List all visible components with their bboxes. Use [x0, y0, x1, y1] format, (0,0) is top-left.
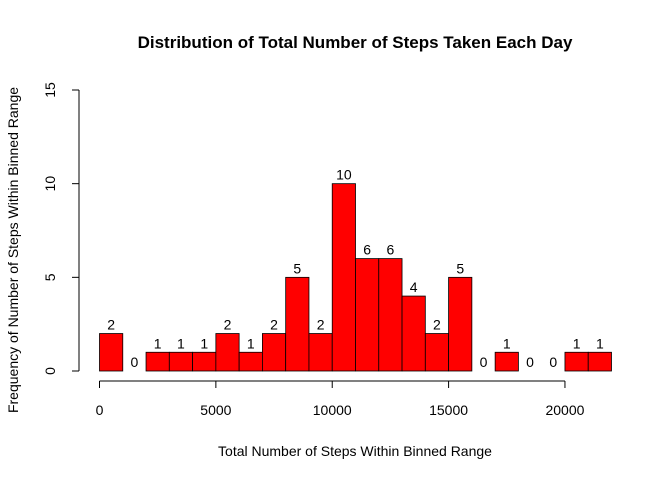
bar-count-label: 4 [410, 279, 418, 295]
bar-count-label: 1 [154, 335, 162, 351]
bar-count-label: 2 [107, 317, 115, 333]
bar-count-label: 1 [573, 335, 581, 351]
histogram-bar [308, 333, 333, 372]
bar-count-label: 0 [549, 354, 557, 370]
y-axis: 0 5 10 15 [42, 82, 80, 375]
histogram-bar [238, 351, 263, 372]
y-axis-label: Frequency of Number of Steps Within Binn… [5, 87, 21, 413]
x-tick-label: 15000 [429, 402, 468, 418]
histogram-bar [99, 333, 124, 372]
histogram-bar [285, 276, 310, 372]
histogram-bar [448, 276, 473, 372]
chart-title: Distribution of Total Number of Steps Ta… [138, 33, 573, 52]
histogram-bar [494, 351, 519, 372]
x-tick-label: 0 [96, 402, 104, 418]
bar-count-label: 10 [336, 167, 352, 183]
bar-count-label: 6 [387, 242, 395, 258]
histogram-bar [262, 333, 287, 372]
x-tick-label: 5000 [200, 402, 231, 418]
bar-count-label: 2 [270, 317, 278, 333]
x-tick-label: 10000 [313, 402, 352, 418]
x-axis-label: Total Number of Steps Within Binned Rang… [218, 443, 492, 459]
bar-count-label: 1 [200, 335, 208, 351]
bar-count-label: 5 [293, 260, 301, 276]
histogram-bar [424, 333, 449, 372]
bar-count-label: 0 [131, 354, 139, 370]
bar-count-label: 6 [363, 242, 371, 258]
histogram-bar [168, 351, 193, 372]
bar-count-label: 2 [317, 317, 325, 333]
histogram-bar [564, 351, 589, 372]
bar-count-label: 0 [526, 354, 534, 370]
histogram-bar [192, 351, 217, 372]
bar-count-label: 1 [177, 335, 185, 351]
y-tick-label: 10 [42, 176, 58, 192]
histogram-bar [355, 258, 380, 372]
histogram-bar [378, 258, 403, 372]
bar-count-label: 1 [503, 335, 511, 351]
y-tick-label: 15 [42, 82, 58, 98]
histogram-bar [215, 333, 240, 372]
histogram-bar [331, 183, 356, 372]
bars-group [99, 183, 612, 372]
bar-count-label: 1 [247, 335, 255, 351]
histogram-bar [587, 351, 612, 372]
x-tick-label: 20000 [545, 402, 584, 418]
bar-count-label: 2 [224, 317, 232, 333]
y-tick-label: 0 [42, 367, 58, 375]
bar-count-label: 2 [433, 317, 441, 333]
histogram-bar [401, 295, 426, 372]
bar-count-label: 1 [596, 335, 604, 351]
y-tick-label: 5 [42, 273, 58, 281]
x-axis: 0 5000 10000 15000 20000 [96, 380, 585, 418]
histogram-bar [145, 351, 170, 372]
bar-count-label: 0 [480, 354, 488, 370]
bar-count-label: 5 [456, 260, 464, 276]
